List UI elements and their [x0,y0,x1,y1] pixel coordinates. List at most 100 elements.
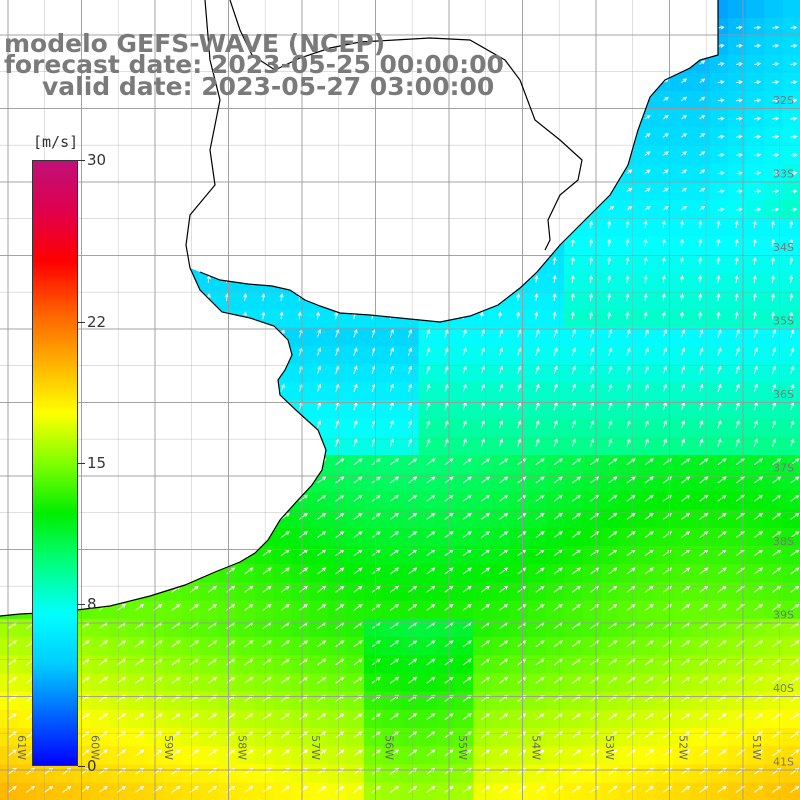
speed-cell [200,655,219,674]
speed-cell [418,655,438,674]
wind-arrow [626,420,631,429]
wind-arrow [517,531,527,538]
speed-cell [418,691,438,711]
speed-cell [618,345,638,365]
speed-cell [291,509,310,529]
speed-cell [673,455,693,474]
wind-arrow [643,293,648,302]
speed-cell [618,655,638,674]
wind-arrow [426,603,436,611]
wind-arrow [571,512,582,520]
wind-arrow [353,676,363,684]
wind-arrow [499,494,509,502]
speed-cell [236,673,256,693]
speed-cell [436,564,456,583]
speed-cell [618,764,638,784]
wind-arrow [189,785,199,793]
wind-arrow [644,640,654,648]
wind-arrow [226,785,236,793]
wind-arrow [753,365,758,374]
wind-arrow [535,365,540,374]
wind-arrow [699,365,704,374]
speed-cell [436,400,456,420]
speed-cell [236,746,256,765]
speed-cell [291,564,310,583]
wind-arrow [680,383,686,393]
wind-arrow [280,567,290,575]
wind-arrow [754,171,762,176]
wind-arrow [717,116,725,121]
longitude-label: 60W [89,735,102,760]
wind-arrow [280,531,290,538]
speed-cell [655,691,674,711]
latitude-label: 38S [773,535,794,548]
speed-cell [764,582,784,602]
wind-arrow [754,25,762,30]
speed-cell [709,655,729,674]
speed-cell [673,527,693,547]
speed-cell [764,527,784,547]
speed-cell [673,236,693,256]
speed-cell [564,618,583,638]
speed-cell [655,527,674,547]
speed-cell [345,764,365,784]
wind-arrow [754,61,762,67]
speed-cell [436,746,456,765]
speed-cell [455,673,474,693]
wind-arrow [298,567,309,575]
speed-cell [564,582,583,602]
speed-cell [418,709,438,729]
speed-cell [291,728,310,747]
wind-arrow [462,603,472,611]
speed-cell [655,655,674,674]
wind-arrow [608,494,618,502]
speed-cell [655,182,674,201]
wind-arrow [371,676,381,684]
wind-arrow [717,189,725,194]
speed-cell [273,764,292,784]
speed-cell [382,527,401,547]
latitude-label: 33S [773,168,794,181]
speed-cell [582,582,602,602]
wind-arrow [735,347,740,356]
speed-cell [309,746,329,765]
wind-arrow [297,311,302,320]
wind-arrow [335,676,345,684]
speed-cell [600,436,620,456]
speed-cell [400,637,420,656]
wind-arrow [571,365,576,374]
speed-cell [728,637,747,656]
wind-arrow [661,274,666,283]
longitude-label: 61W [15,735,28,760]
speed-cell [673,709,693,729]
speed-cell [691,764,711,784]
speed-cell [637,163,656,183]
wind-arrow [353,383,358,393]
speed-cell [564,273,583,292]
wind-arrow [207,749,218,757]
speed-cell [127,691,147,711]
wind-arrow [679,220,685,229]
speed-cell [746,254,765,274]
wind-arrow [116,640,127,648]
wind-arrow [625,311,630,320]
speed-cell [764,564,784,583]
speed-cell [382,746,401,765]
speed-cell [546,436,565,456]
wind-arrow [588,220,594,229]
speed-cell [400,345,420,365]
speed-cell [327,364,347,383]
speed-cell [527,436,547,456]
speed-cell [582,345,602,365]
speed-cell [564,691,583,711]
wind-arrow [426,531,436,538]
wind-arrow [353,531,363,538]
speed-cell [782,273,800,292]
speed-cell [673,163,693,183]
speed-cell [382,546,401,565]
speed-cell [691,491,711,511]
speed-cell [455,364,474,383]
speed-cell [382,637,401,656]
speed-cell [473,709,492,729]
wind-arrow [681,785,691,793]
